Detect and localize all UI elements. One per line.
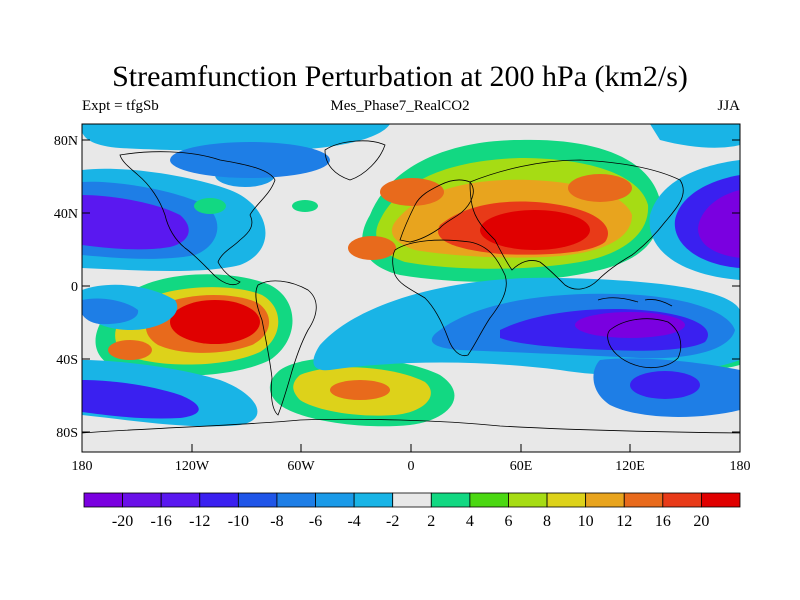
- colorbar-swatch: [662, 492, 702, 508]
- colorbar-swatch: [122, 492, 162, 508]
- negative-anomaly-north-pacific-east: [649, 160, 740, 280]
- positive-anomaly-eurasia: [348, 139, 661, 282]
- coast-africa: [392, 239, 507, 357]
- lat-tick-label: 40N: [54, 207, 78, 222]
- colorbar-label: 6: [504, 513, 512, 530]
- colorbar-swatch: [199, 492, 239, 508]
- lon-tick-label: 180: [730, 459, 751, 474]
- negative-anomaly-southern-ocean: [82, 284, 740, 427]
- coast-south-america: [255, 280, 317, 416]
- coastlines: [82, 140, 740, 434]
- lon-tick-label: 60W: [287, 459, 315, 474]
- map-title: Streamfunction Perturbation at 200 hPa (…: [112, 60, 688, 93]
- colorbar-swatch: [392, 492, 432, 508]
- negative-anomaly-north-pacific-west: [82, 163, 275, 272]
- positive-spot-2: [292, 200, 318, 212]
- colorbar-label: 4: [466, 513, 474, 530]
- colorbar-label: -2: [386, 513, 399, 530]
- colorbar-label: 20: [693, 513, 709, 530]
- lon-tick-label: 0: [408, 459, 415, 474]
- colorbar-swatch: [430, 492, 471, 508]
- colorbar-label: -8: [270, 513, 283, 530]
- coast-indonesia: [597, 297, 673, 307]
- lat-tick-label: 80N: [54, 134, 78, 149]
- lon-tick-label: 120E: [615, 459, 645, 474]
- colorbar-label: -6: [309, 513, 322, 530]
- lon-tick-label: 120W: [175, 459, 210, 474]
- colorbar-swatch: [469, 492, 509, 508]
- colorbar-swatch: [315, 492, 355, 508]
- experiment-label: Expt = tfgSb: [82, 98, 159, 114]
- colorbar-label: 8: [543, 513, 551, 530]
- lon-axis: [81, 444, 741, 452]
- colorbar: -20 -16 -12 -10 -8 -6 -4 -2 2 4 6 8 10 12 16 20: [83, 492, 741, 530]
- lat-tick-label: 80S: [56, 426, 78, 441]
- coast-antarctica: [82, 418, 740, 434]
- lon-tick-label: 60E: [510, 459, 533, 474]
- colorbar-label: -16: [151, 513, 172, 530]
- colorbar-swatch: [546, 492, 587, 508]
- coast-asia: [469, 159, 684, 290]
- coast-australia: [607, 318, 682, 369]
- lat-tick-label: 40S: [56, 353, 78, 368]
- lat-axis: [82, 139, 740, 433]
- season-label: JJA: [717, 98, 740, 114]
- colorbar-label: 2: [427, 513, 435, 530]
- colorbar-label: 12: [616, 513, 632, 530]
- colorbar-swatch: [508, 492, 548, 508]
- positive-spot-1: [194, 198, 226, 214]
- colorbar-label: -20: [112, 513, 133, 530]
- colorbar-swatch: [276, 492, 316, 508]
- coast-greenland: [324, 140, 386, 181]
- colorbar-label: 10: [578, 513, 594, 530]
- colorbar-swatch: [353, 492, 394, 508]
- colorbar-label: 16: [655, 513, 671, 530]
- colorbar-swatch: [83, 492, 123, 508]
- colorbar-swatch: [237, 492, 278, 508]
- colorbar-label: -12: [189, 513, 210, 530]
- colorbar-swatch: [701, 492, 741, 508]
- colorbar-swatch: [585, 492, 625, 508]
- lon-tick-label: 180: [72, 459, 93, 474]
- colorbar-label: -10: [228, 513, 249, 530]
- negative-anomaly-arctic: [82, 124, 740, 178]
- coast-north-america: [119, 151, 276, 286]
- map-panel: [82, 124, 740, 452]
- negative-anomaly-indian-ocean: [313, 277, 740, 376]
- colorbar-label: -4: [347, 513, 360, 530]
- colorbar-swatch: [623, 492, 664, 508]
- lat-tick-label: 0: [71, 280, 78, 295]
- run-label: Mes_Phase7_RealCO2: [330, 98, 470, 114]
- colorbar-swatch: [160, 492, 201, 508]
- positive-anomaly-south-atlantic: [269, 357, 455, 427]
